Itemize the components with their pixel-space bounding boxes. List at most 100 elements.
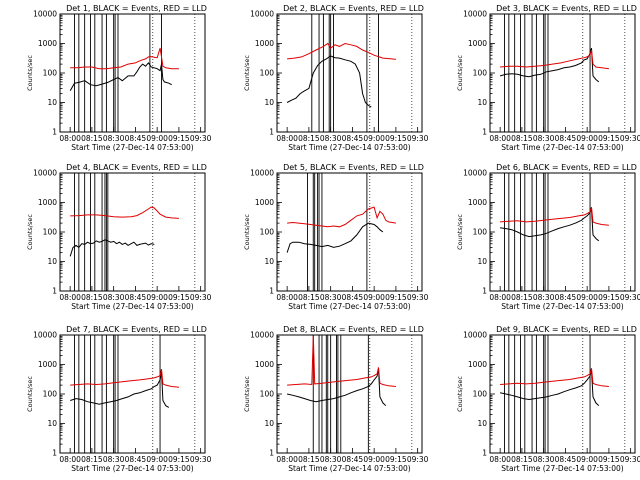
x-tick-label: 09:15 <box>598 293 620 302</box>
x-axis-label: Start Time (27-Dec-14 07:53:00) <box>501 143 623 152</box>
y-tick-label: 10 <box>264 419 274 428</box>
panel-title: Det 3, BLACK = Events, RED = LLD <box>496 4 637 13</box>
x-tick-label: 08:00 <box>276 455 298 464</box>
y-tick-label: 10000 <box>250 169 274 178</box>
y-tick-label: 100 <box>473 69 488 78</box>
series-line <box>70 206 179 219</box>
x-tick-label: 08:00 <box>59 293 81 302</box>
x-tick-label: 09:15 <box>385 455 407 464</box>
x-tick-label: 08:45 <box>342 455 364 464</box>
y-axis-label: Counts/sec <box>26 214 34 250</box>
x-tick-label: 09:00 <box>363 134 385 143</box>
x-tick-label: 09:00 <box>576 455 598 464</box>
plot-frame <box>276 172 423 292</box>
y-tick-label: 1000 <box>468 198 487 207</box>
series-line <box>70 370 170 408</box>
y-tick-label: 10000 <box>463 10 487 19</box>
panel-title: Det 8, BLACK = Events, RED = LLD <box>283 325 424 334</box>
x-axis-label: Start Time (27-Dec-14 07:53:00) <box>288 302 410 311</box>
y-axis-label: Counts/sec <box>456 55 464 91</box>
y-tick-label: 1000 <box>255 39 274 48</box>
x-tick-label: 08:45 <box>555 455 577 464</box>
y-axis-label: Counts/sec <box>456 376 464 412</box>
x-tick-label: 08:15 <box>298 455 320 464</box>
y-tick-label: 10 <box>47 419 57 428</box>
x-tick-label: 08:45 <box>342 293 364 302</box>
x-tick-label: 08:30 <box>320 134 342 143</box>
x-tick-label: 08:30 <box>533 455 555 464</box>
y-tick-label: 100 <box>473 228 488 237</box>
panel-title: Det 1, BLACK = Events, RED = LLD <box>66 4 207 13</box>
x-axis-label: Start Time (27-Dec-14 07:53:00) <box>501 464 623 473</box>
x-tick-label: 08:15 <box>298 293 320 302</box>
y-tick-label: 10 <box>477 257 487 266</box>
x-tick-label: 08:15 <box>81 134 103 143</box>
series-line <box>287 42 396 60</box>
x-tick-label: 08:30 <box>320 455 342 464</box>
y-tick-label: 10 <box>264 257 274 266</box>
y-tick-label: 1 <box>52 128 57 137</box>
x-tick-label: 08:15 <box>298 134 320 143</box>
y-tick-label: 100 <box>43 228 58 237</box>
plot-frame <box>59 13 206 133</box>
x-tick-label: 09:15 <box>168 293 190 302</box>
y-tick-label: 100 <box>43 390 58 399</box>
x-tick-label: 08:45 <box>555 134 577 143</box>
x-tick-label: 08:00 <box>489 293 511 302</box>
y-tick-label: 1000 <box>38 198 57 207</box>
x-tick-label: 09:15 <box>598 455 620 464</box>
plot-frame <box>59 172 206 292</box>
panel-det-5: Det 5, BLACK = Events, RED = LLD 1 10 100 10… <box>243 163 429 311</box>
x-tick-label: 09:30 <box>620 455 640 464</box>
y-tick-label: 10 <box>477 98 487 107</box>
x-tick-label: 08:30 <box>533 293 555 302</box>
y-tick-label: 10000 <box>33 10 57 19</box>
series-line <box>69 239 155 257</box>
x-tick-label: 08:00 <box>59 455 81 464</box>
x-tick-label: 08:15 <box>511 134 533 143</box>
x-tick-label: 08:45 <box>342 134 364 143</box>
y-axis-label: Counts/sec <box>456 214 464 250</box>
plot-frame <box>489 172 636 292</box>
x-tick-label: 09:00 <box>363 293 385 302</box>
x-axis-label: Start Time (27-Dec-14 07:53:00) <box>501 302 623 311</box>
x-tick-label: 08:15 <box>511 455 533 464</box>
x-tick-label: 08:00 <box>276 293 298 302</box>
x-tick-label: 09:15 <box>168 134 190 143</box>
x-tick-label: 09:00 <box>146 134 168 143</box>
x-tick-label: 08:00 <box>489 134 511 143</box>
x-tick-label: 08:30 <box>103 293 125 302</box>
x-tick-label: 09:30 <box>190 293 212 302</box>
x-tick-label: 09:30 <box>190 134 212 143</box>
x-tick-label: 08:00 <box>276 134 298 143</box>
y-tick-label: 1 <box>482 449 487 458</box>
series-line <box>69 62 172 92</box>
y-tick-label: 10 <box>47 98 57 107</box>
panel-det-9: Det 9, BLACK = Events, RED = LLD 1 10 100 10… <box>456 325 640 473</box>
x-tick-label: 09:00 <box>146 293 168 302</box>
y-tick-label: 1 <box>52 287 57 296</box>
panel-title: Det 2, BLACK = Events, RED = LLD <box>283 4 424 13</box>
y-tick-label: 1 <box>269 287 274 296</box>
x-axis-label: Start Time (27-Dec-14 07:53:00) <box>71 143 193 152</box>
y-tick-label: 10000 <box>463 169 487 178</box>
plot-frame <box>489 13 636 133</box>
x-tick-label: 08:15 <box>511 293 533 302</box>
x-tick-label: 09:00 <box>363 455 385 464</box>
x-axis-label: Start Time (27-Dec-14 07:53:00) <box>288 143 410 152</box>
y-tick-label: 100 <box>473 390 488 399</box>
panel-title: Det 4, BLACK = Events, RED = LLD <box>66 163 207 172</box>
x-tick-label: 09:30 <box>620 293 640 302</box>
x-tick-label: 08:45 <box>125 134 147 143</box>
x-tick-label: 08:15 <box>81 293 103 302</box>
y-tick-label: 10 <box>264 98 274 107</box>
panel-title: Det 7, BLACK = Events, RED = LLD <box>66 325 207 334</box>
series-line <box>287 206 396 228</box>
panel-det-3: Det 3, BLACK = Events, RED = LLD 1 10 100 10… <box>456 4 640 152</box>
y-tick-label: 1 <box>482 287 487 296</box>
series-line <box>500 368 609 387</box>
plot-frame <box>276 334 423 454</box>
series-line <box>70 368 179 388</box>
y-tick-label: 100 <box>260 69 275 78</box>
series-line <box>500 206 609 226</box>
